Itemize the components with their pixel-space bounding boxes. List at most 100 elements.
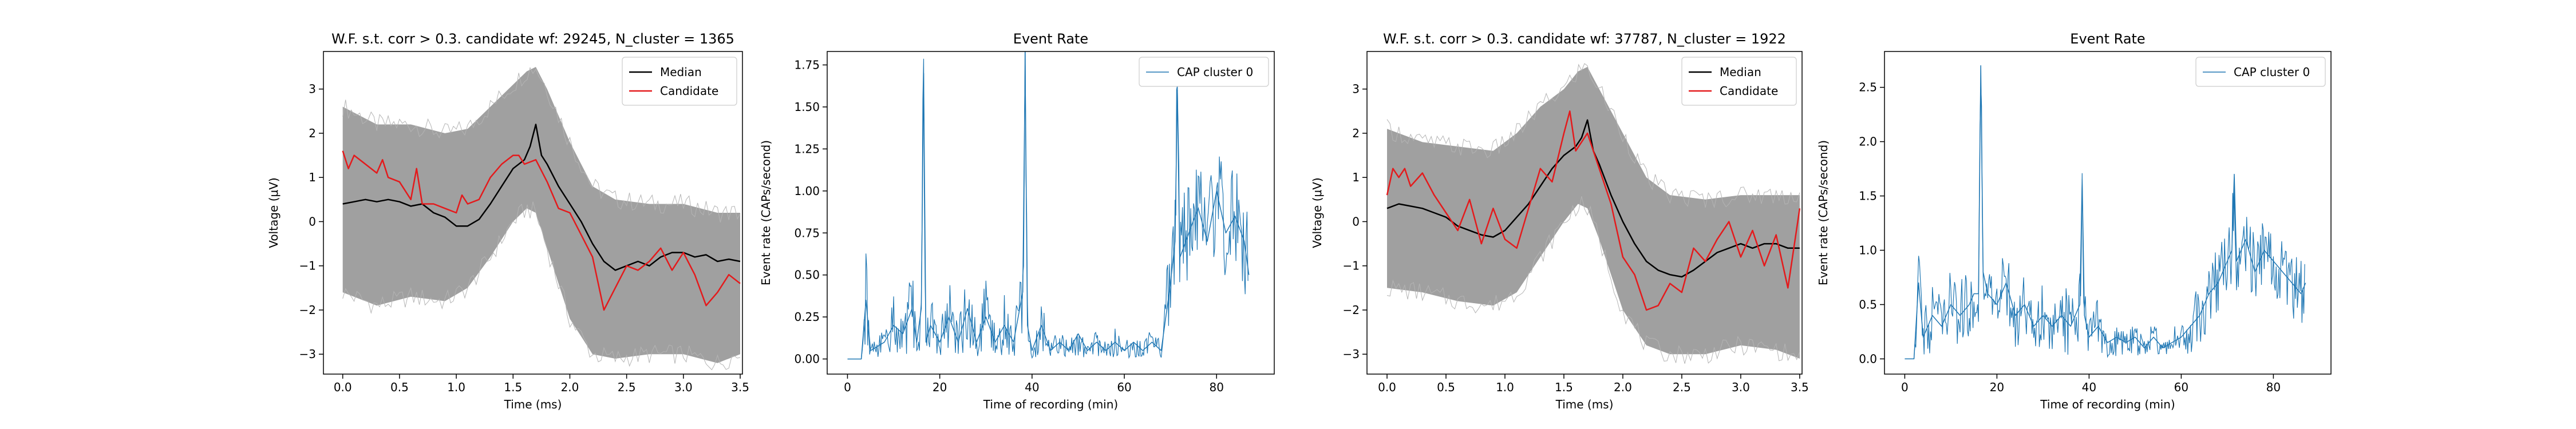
x-tick-label: 1.0 — [1496, 380, 1514, 394]
x-tick-label: 2.0 — [1614, 380, 1632, 394]
x-tick-label: 20 — [933, 380, 947, 394]
y-tick-label: 2.5 — [1859, 81, 1877, 94]
x-tick-label: 0.5 — [390, 380, 409, 394]
x-axis-label: Time (ms) — [1555, 398, 1614, 411]
cluster-edge-trace — [342, 67, 741, 223]
x-tick-label: 1.5 — [504, 380, 522, 394]
y-tick-label: 0.0 — [1859, 352, 1877, 366]
y-tick-label: 2.0 — [1859, 135, 1877, 149]
plot-area — [1386, 63, 1801, 364]
x-tick-label: 40 — [1025, 380, 1039, 394]
y-tick-label: 1.00 — [794, 184, 820, 198]
x-tick-label: 0.0 — [1378, 380, 1396, 394]
x-tick-label: 0 — [844, 380, 851, 394]
y-axis-label: Voltage (μV) — [1310, 177, 1324, 248]
y-tick-label: 0.50 — [794, 268, 820, 282]
waveform-panel-2: 0.0 0.5 1.0 1.5 2.0 2.5 3.0 3.5 −3 −2 −1 0 1 2 3 W.F. s… — [1310, 31, 1809, 411]
y-tick-label: −2 — [299, 303, 316, 317]
waveform-panel-1: 0.0 0.5 1.0 1.5 2.0 2.5 3.0 3.5 −3 −2 −1 0 1 2 3 W.F. s… — [267, 31, 749, 411]
legend-box — [622, 57, 737, 106]
y-axis-label: Event rate (CAPs/second) — [1816, 140, 1830, 285]
y-tick-label: 0.75 — [794, 226, 820, 240]
y-tick-label: −2 — [1343, 303, 1360, 317]
y-tick-label: −1 — [299, 259, 316, 273]
cluster-edge-trace — [1386, 63, 1800, 209]
chart-title: W.F. s.t. corr > 0.3. candidate wf: 3778… — [1383, 31, 1786, 47]
y-tick-label: 1 — [309, 170, 316, 184]
x-tick-label: 20 — [1990, 380, 2004, 394]
x-tick-label: 80 — [2266, 380, 2281, 394]
chart-title: Event Rate — [1013, 31, 1088, 47]
x-tick-label: 60 — [1117, 380, 1131, 394]
y-tick-label: 2 — [1352, 126, 1360, 140]
y-tick-label: 1 — [1352, 170, 1360, 184]
y-tick-label: 3 — [309, 82, 316, 96]
y-tick-label: 2 — [309, 126, 316, 140]
candidate-line — [342, 150, 741, 311]
y-tick-label: −1 — [1343, 259, 1360, 273]
legend-label-1: Median — [1720, 65, 1761, 79]
x-tick-label: 3.5 — [731, 380, 749, 394]
cluster-envelope — [342, 67, 740, 363]
y-tick-label: 1.5 — [1859, 189, 1877, 203]
axes-frame — [1366, 51, 1803, 375]
x-tick-label: 1.0 — [447, 380, 465, 394]
legend-label-1: Median — [660, 65, 702, 79]
x-tick-label: 2.5 — [618, 380, 636, 394]
cluster-edge-trace — [1386, 196, 1800, 364]
y-axis-label: Voltage (μV) — [267, 177, 280, 248]
legend-label-2: Candidate — [1720, 84, 1778, 98]
legend-label-2: Candidate — [660, 84, 718, 98]
x-tick-label: 2.0 — [561, 380, 579, 394]
x-tick-label: 80 — [1210, 380, 1224, 394]
x-axis-label: Time (ms) — [504, 398, 562, 411]
y-tick-label: 1.50 — [794, 100, 820, 114]
y-tick-label: 0 — [1352, 214, 1360, 228]
y-tick-label: 0.00 — [794, 352, 820, 366]
event-rate-jitter — [861, 51, 1249, 359]
cluster-edge-trace — [342, 201, 741, 371]
x-axis-label: Time of recording (min) — [2040, 398, 2175, 411]
plot-area — [847, 51, 1250, 360]
x-tick-label: 1.5 — [1555, 380, 1573, 394]
candidate-line — [1386, 110, 1801, 311]
x-tick-label: 60 — [2174, 380, 2188, 394]
x-tick-label: 3.0 — [1732, 380, 1750, 394]
y-tick-label: 1.75 — [794, 58, 820, 72]
chart-title: Event Rate — [2070, 31, 2145, 47]
median-line — [342, 124, 741, 271]
legend-box — [2195, 57, 2326, 87]
y-tick-label: −3 — [1343, 347, 1360, 361]
x-tick-label: 3.0 — [674, 380, 693, 394]
chart-title: W.F. s.t. corr > 0.3. candidate wf: 2924… — [331, 31, 734, 47]
legend-box — [1681, 57, 1797, 106]
plot-area — [1905, 65, 2306, 360]
x-tick-label: 0.5 — [1437, 380, 1455, 394]
y-tick-label: 3 — [1352, 82, 1360, 96]
x-tick-label: 40 — [2082, 380, 2096, 394]
y-tick-label: 1.25 — [794, 142, 820, 156]
legend-label-1: CAP cluster 0 — [1177, 65, 1253, 79]
legend-box — [1139, 57, 1269, 87]
y-axis-label: Event rate (CAPs/second) — [759, 140, 773, 285]
axes-frame — [1884, 51, 2332, 375]
axes-frame — [323, 51, 743, 375]
y-tick-label: 0.5 — [1859, 297, 1877, 311]
event-rate-panel-1: 0 20 40 60 80 0.00 0.25 0.50 0.75 1.00 1.25 1.50 1.7… — [759, 31, 1275, 411]
x-tick-label: 0.0 — [334, 380, 352, 394]
x-tick-label: 3.5 — [1791, 380, 1809, 394]
x-axis-label: Time of recording (min) — [983, 398, 1118, 411]
axes-frame — [827, 51, 1275, 375]
y-tick-label: 0 — [309, 214, 316, 228]
y-tick-label: 1.0 — [1859, 244, 1877, 257]
x-tick-label: 0 — [1901, 380, 1909, 394]
plot-area — [342, 67, 741, 371]
y-tick-label: −3 — [299, 347, 316, 361]
event-rate-panel-2: 0 20 40 60 80 0.0 0.5 1.0 1.5 2.0 2.5 Event Rate Tim… — [1816, 31, 2332, 411]
legend-label-1: CAP cluster 0 — [2234, 65, 2310, 79]
x-tick-label: 2.5 — [1673, 380, 1691, 394]
y-tick-label: 0.25 — [794, 310, 820, 324]
event-rate-jitter — [1913, 82, 2305, 359]
cluster-envelope — [1387, 67, 1800, 359]
